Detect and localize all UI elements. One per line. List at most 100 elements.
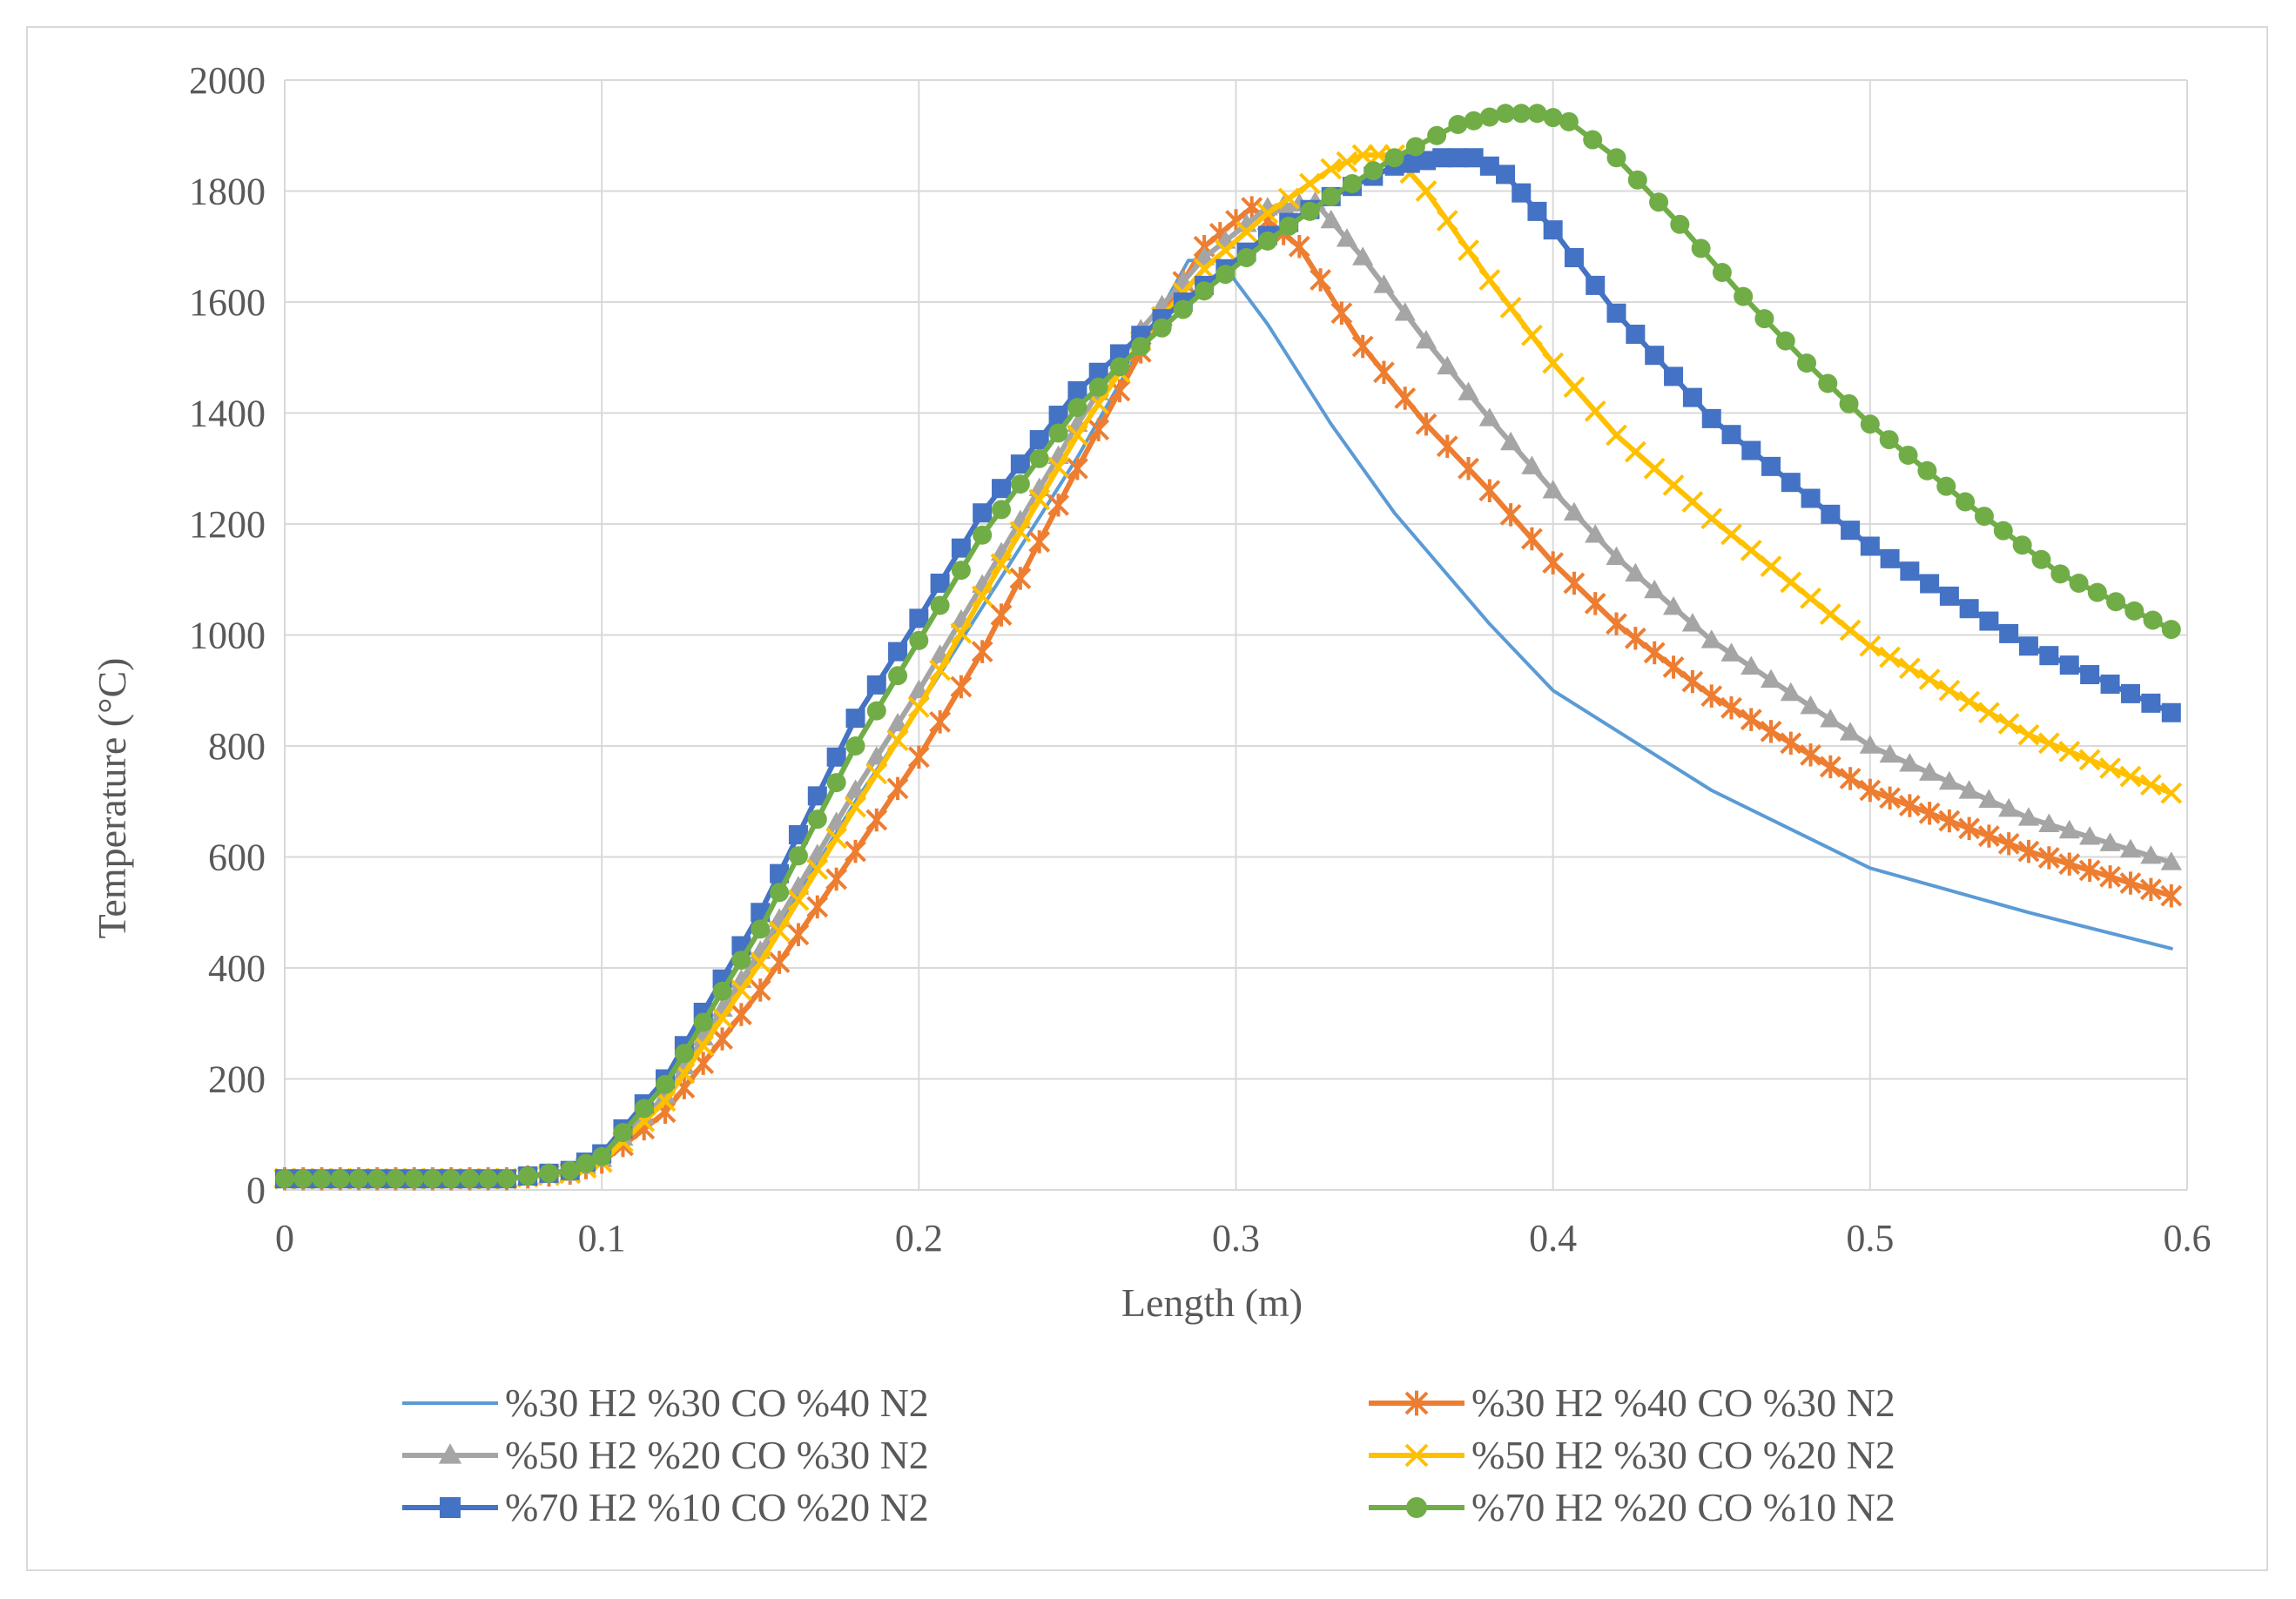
data-point-marker — [312, 1169, 332, 1189]
data-point-marker — [1173, 299, 1193, 319]
data-point-marker — [1701, 408, 1721, 428]
x-tick-label: 0.3 — [1212, 1217, 1260, 1260]
data-point-marker — [1496, 104, 1516, 124]
legend-label: %30 H2 %40 CO %30 N2 — [1471, 1381, 1895, 1425]
data-point-marker — [845, 839, 866, 863]
data-point-marker — [1404, 1390, 1429, 1416]
data-point-marker — [1067, 457, 1088, 480]
data-point-marker — [909, 630, 929, 650]
legend-item: %30 H2 %30 CO %40 N2 — [402, 1381, 929, 1425]
tick-labels: 0 200 400 600 800 1000 1200 1400 1600 1800 2000 0 0.… — [189, 59, 2212, 1260]
data-point-marker — [1299, 172, 1321, 195]
data-point-marker — [1606, 424, 1627, 447]
data-point-marker — [1974, 507, 1994, 527]
data-point-marker — [2106, 592, 2126, 612]
data-point-marker — [1521, 455, 1543, 474]
data-point-marker — [1543, 108, 1563, 128]
chart-frame: 0 200 400 600 800 1000 1200 1400 1600 1800 2000 0 0.… — [26, 26, 2268, 1571]
data-point-marker — [1512, 104, 1532, 124]
data-point-marker — [1343, 174, 1363, 193]
data-point-marker — [788, 846, 808, 866]
series-line — [282, 152, 2174, 1182]
series-4 — [273, 144, 2183, 1190]
data-point-marker — [404, 1169, 424, 1189]
data-point-marker — [674, 1044, 694, 1064]
data-point-marker — [2037, 732, 2060, 755]
data-point-marker — [1700, 507, 1723, 530]
data-point-marker — [613, 1123, 633, 1143]
data-point-marker — [1644, 579, 1666, 599]
data-point-marker — [2059, 655, 2079, 675]
data-point-marker — [1330, 301, 1353, 325]
data-point-marker — [866, 701, 886, 721]
data-point-marker — [2012, 535, 2032, 555]
data-point-marker — [1664, 366, 1684, 386]
data-point-marker — [1415, 329, 1438, 349]
series-2 — [273, 196, 2183, 1191]
data-point-marker — [1999, 623, 2019, 643]
y-tick-label: 1400 — [189, 393, 266, 435]
data-point-marker — [1681, 613, 1703, 632]
data-point-marker — [950, 675, 973, 699]
data-point-marker — [1406, 1497, 1427, 1518]
data-point-marker — [2160, 782, 2183, 804]
data-point-marker — [1780, 571, 1802, 594]
data-point-marker — [1979, 611, 1999, 631]
data-point-marker — [865, 763, 888, 785]
x-tick-label: 0.6 — [2164, 1217, 2212, 1260]
data-point-marker — [2031, 549, 2051, 569]
data-point-marker — [1500, 431, 1522, 451]
data-point-marker — [971, 585, 993, 608]
data-point-marker — [1800, 695, 1821, 715]
data-point-marker — [1067, 424, 1088, 447]
data-point-marker — [990, 603, 1013, 627]
data-point-marker — [1384, 148, 1404, 168]
data-point-marker — [1936, 476, 1956, 496]
data-point-marker — [1336, 228, 1358, 247]
data-point-marker — [929, 710, 952, 734]
data-point-marker — [1740, 539, 1762, 561]
data-point-marker — [1643, 457, 1666, 480]
data-point-marker — [951, 538, 971, 558]
data-point-marker — [2119, 871, 2142, 895]
data-point-marker — [2039, 646, 2059, 666]
data-point-marker — [1662, 655, 1685, 679]
data-point-marker — [2119, 838, 2142, 858]
data-point-marker — [1859, 735, 1881, 754]
data-point-marker — [692, 1034, 715, 1057]
data-point-marker — [2139, 877, 2162, 902]
data-point-marker — [1048, 423, 1068, 443]
data-point-marker — [1010, 474, 1030, 494]
data-point-marker — [886, 729, 909, 752]
data-point-marker — [1898, 794, 1921, 817]
data-point-marker — [1464, 148, 1484, 168]
data-point-marker — [1047, 456, 1069, 479]
data-point-marker — [1109, 357, 1129, 377]
x-tick-label: 0 — [275, 1217, 294, 1260]
data-point-marker — [1527, 104, 1547, 124]
data-point-marker — [2017, 723, 2040, 746]
data-point-marker — [1899, 753, 1921, 772]
data-point-marker — [1563, 571, 1586, 595]
data-point-marker — [1819, 755, 1842, 779]
data-point-marker — [1478, 479, 1501, 502]
data-point-marker — [826, 747, 846, 767]
data-point-marker — [1662, 595, 1685, 615]
data-point-marker — [1819, 603, 1842, 626]
data-point-marker — [1920, 574, 1940, 594]
data-point-marker — [1437, 355, 1458, 375]
data-point-marker — [1458, 381, 1479, 400]
data-point-marker — [1432, 148, 1452, 168]
temperature-length-chart: 0 200 400 600 800 1000 1200 1400 1600 1800 2000 0 0.… — [90, 59, 2212, 1529]
legend-label: %70 H2 %20 CO %10 N2 — [1471, 1485, 1895, 1529]
data-point-marker — [1448, 115, 1468, 134]
data-point-marker — [1584, 592, 1606, 615]
data-point-marker — [2058, 740, 2081, 763]
data-point-marker — [845, 709, 865, 729]
data-point-marker — [711, 1006, 733, 1029]
legend-label: %50 H2 %20 CO %30 N2 — [505, 1433, 929, 1477]
data-point-marker — [1257, 231, 1277, 251]
data-point-marker — [1193, 246, 1215, 265]
data-point-marker — [2141, 693, 2161, 713]
data-point-marker — [1721, 425, 1741, 445]
